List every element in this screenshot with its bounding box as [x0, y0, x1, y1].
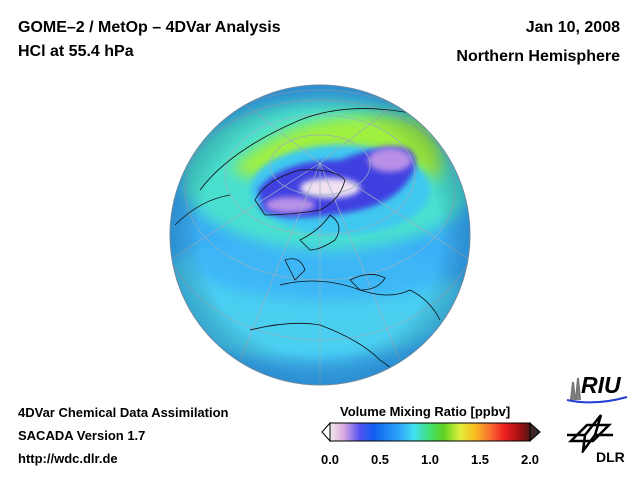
title-line2: HCl at 55.4 hPa: [18, 43, 134, 60]
colorbar-min-arrow: [321, 421, 331, 443]
footer-url[interactable]: http://wdc.dlr.de: [18, 451, 118, 466]
dlr-logo: DLR: [565, 413, 630, 468]
footer-line2: SACADA Version 1.7: [18, 428, 146, 443]
footer-line1: 4DVar Chemical Data Assimilation: [18, 405, 229, 420]
colorbar-tick: 0.0: [320, 452, 340, 467]
colorbar-tick: 2.0: [520, 452, 540, 467]
colorbar-max-arrow: [529, 421, 541, 443]
colorbar-tick: 0.5: [370, 452, 390, 467]
colorbar-gradient: [329, 422, 531, 442]
riu-logo: RIU: [565, 372, 630, 404]
title-line1: GOME–2 / MetOp – 4DVar Analysis: [18, 19, 281, 36]
colorbar-label: Volume Mixing Ratio [ppbv]: [340, 404, 511, 419]
region-label: Northern Hemisphere: [456, 48, 620, 65]
colorbar-tick: 1.0: [420, 452, 440, 467]
date-label: Jan 10, 2008: [525, 19, 620, 36]
colorbar-tick: 1.5: [470, 452, 490, 467]
colorbar: [321, 421, 541, 443]
